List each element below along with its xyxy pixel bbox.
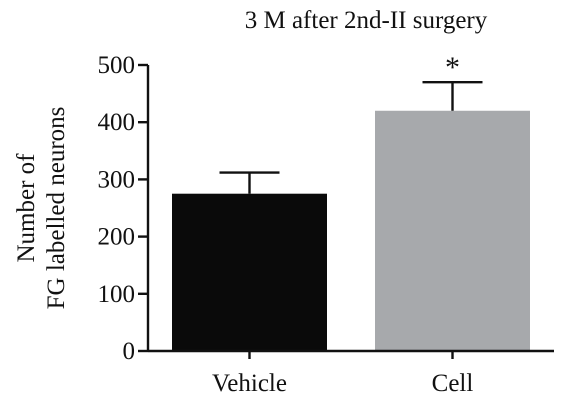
x-axis: Vehicle Cell [148,349,554,397]
y-axis: 0 100 200 300 400 500 [98,52,150,365]
chart-title: 3 M after 2nd-II surgery [245,7,488,34]
bar-vehicle [172,193,327,351]
y-tick-label: 0 [123,338,136,365]
x-tick-label-vehicle: Vehicle [212,370,287,397]
y-tick-label: 400 [98,109,136,136]
bars [172,110,530,351]
bar-cell [375,110,530,351]
y-tick-label: 200 [98,224,136,251]
y-tick-label: 100 [98,281,136,308]
significance-marker: * [445,51,460,84]
y-axis-label: Number of FG labelled neurons [13,107,70,310]
y-axis-label-line-2: FG labelled neurons [43,107,70,310]
y-tick-label: 500 [98,52,136,79]
y-tick-label: 300 [98,166,136,193]
y-axis-label-line-1: Number of [13,153,40,263]
error-bars: * [219,51,483,194]
x-tick-label-cell: Cell [432,370,474,397]
